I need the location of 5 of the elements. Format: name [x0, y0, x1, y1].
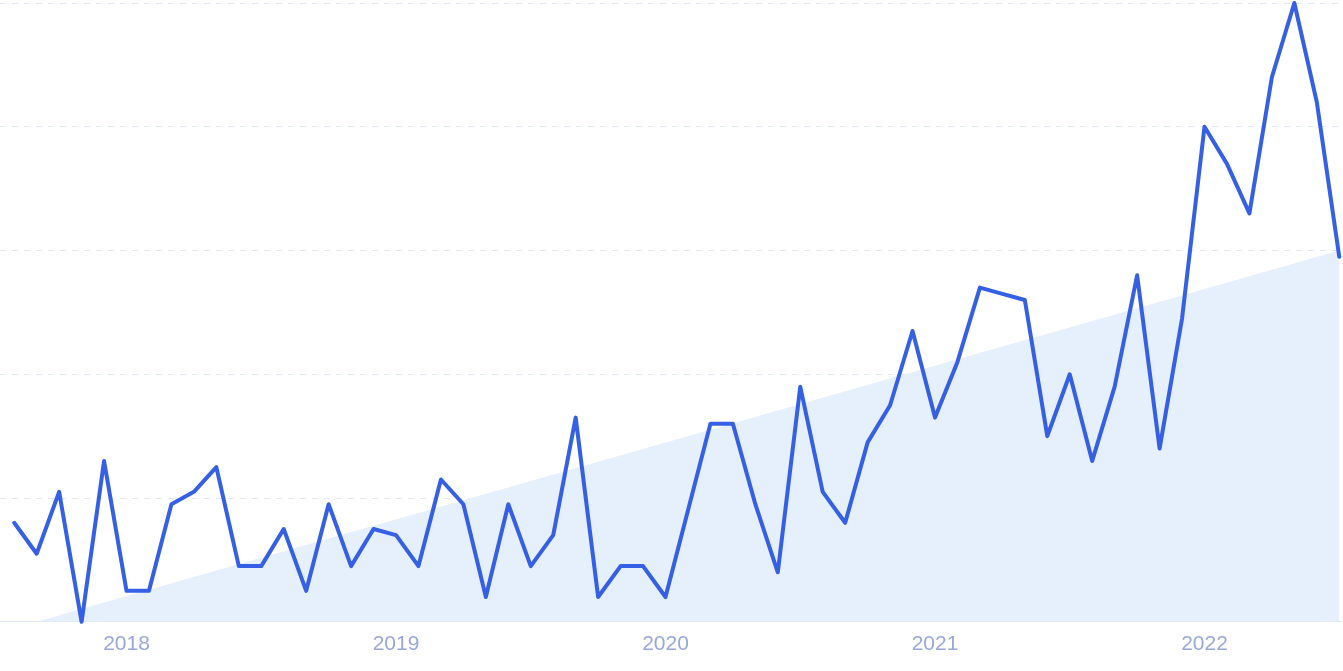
x-tick-label: 2021 [911, 631, 959, 655]
x-tick-label: 2022 [1181, 631, 1228, 655]
x-tick-label: 2020 [642, 631, 689, 655]
x-tick-label: 2018 [103, 631, 150, 655]
x-tick-label: 2019 [372, 631, 420, 655]
